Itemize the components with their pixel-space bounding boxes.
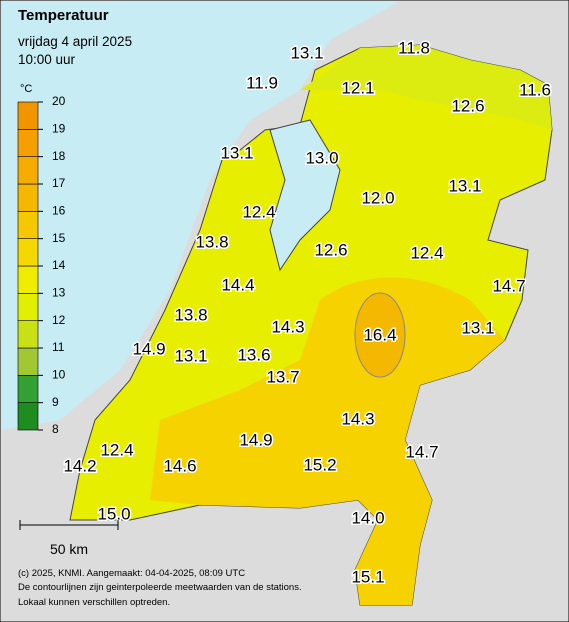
legend-band [17,238,39,267]
legend-band [17,347,39,376]
station-value: 12.6 [451,96,484,115]
station-value: 11.9 [246,73,278,92]
sea [1,1,400,430]
legend-tick-label: 16 [52,204,66,218]
station-value: 14.7 [405,442,438,461]
footer-line: (c) 2025, KNMI. Aangemaakt: 04-04-2025, … [18,568,245,579]
station-value: 11.6 [519,80,551,99]
station-value: 14.2 [63,456,96,475]
station-value: 15.1 [351,567,384,586]
legend-tick-label: 18 [52,149,66,163]
legend-tick-label: 19 [52,122,66,136]
time: 10:00 uur [18,52,76,67]
legend-tick-label: 10 [52,368,66,382]
legend-band [17,183,39,212]
station-value: 12.4 [242,202,275,221]
title: Temperatuur [18,7,109,24]
legend-band [17,211,39,239]
station-value: 14.3 [271,317,304,336]
region-north [300,45,552,130]
station-value: 13.1 [220,143,253,162]
legend-tick-label: 8 [52,422,59,436]
legend-band [17,156,39,185]
station-value: 15.0 [97,504,130,523]
legend-tick-label: 9 [52,395,59,409]
legend-band [17,129,39,157]
legend-tick-label: 15 [52,231,66,245]
region-warm [354,292,406,378]
station-value: 13.8 [195,232,228,251]
legend-band [17,293,39,321]
unit: °C [20,83,32,95]
station-value: 13.1 [174,346,207,365]
station-value: 12.6 [314,240,347,259]
station-value: 13.6 [237,345,270,364]
station-value: 14.9 [132,339,165,358]
legend-band [17,265,39,294]
ijsselmeer [269,119,341,272]
station-value: 16.4 [363,325,396,344]
station-value: 15.2 [303,455,336,474]
station-value: 11.8 [398,38,430,57]
legend-band [17,375,39,403]
region-south [150,277,505,605]
scale-label: 50 km [50,541,88,557]
station-value: 13.1 [461,318,494,337]
station-value: 13.1 [448,176,481,195]
station-value: 14.4 [221,275,254,294]
legend-tick-label: 14 [52,258,66,272]
station-value: 13.8 [174,305,207,324]
station-value: 14.0 [351,508,384,527]
station-value: 12.0 [361,188,394,207]
legend-tick-label: 11 [52,340,65,354]
legend-tick-label: 17 [52,176,66,190]
station-value: 12.4 [100,440,133,459]
legend-band [17,101,39,130]
footer-line: De contourlijnen zijn geinterpoleerde me… [18,582,302,593]
station-value: 14.3 [341,409,374,428]
station-value: 14.7 [492,276,525,295]
legend-tick-label: 13 [52,286,66,300]
station-value: 13.1 [290,43,323,62]
date: vrijdag 4 april 2025 [18,34,132,49]
station-value: 12.1 [341,78,374,97]
legend-tick-label: 20 [52,94,66,108]
legend-band [17,402,39,431]
legend-band [17,320,39,349]
footer-line: Lokaal kunnen verschillen optreden. [18,597,170,608]
legend-tick-label: 12 [52,313,66,327]
station-value: 14.6 [163,456,196,475]
station-value: 13.7 [266,367,299,386]
station-value: 12.4 [410,243,443,262]
station-value: 14.9 [239,430,272,449]
station-value: 13.0 [305,148,338,167]
